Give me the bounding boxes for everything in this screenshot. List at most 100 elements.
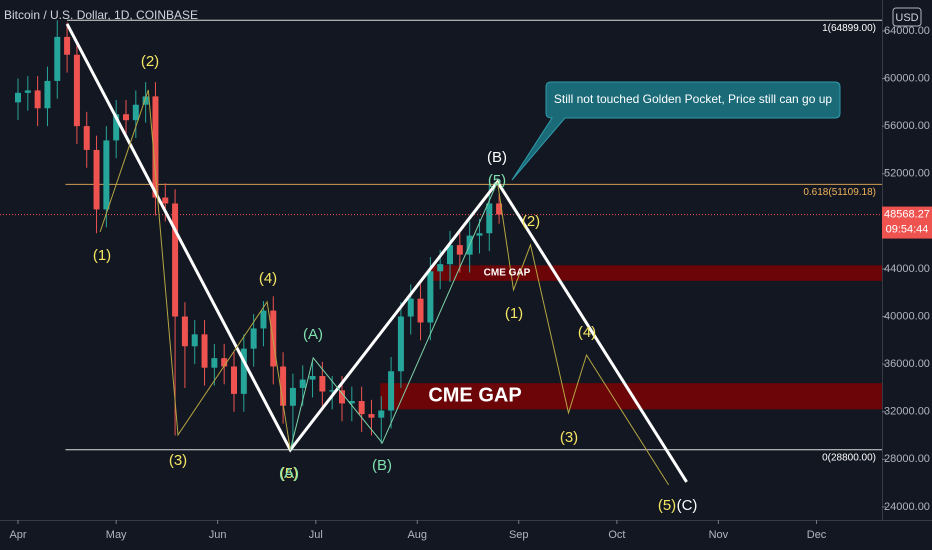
candle-body	[142, 96, 149, 105]
candle-body	[83, 126, 90, 150]
candle-body	[15, 92, 21, 103]
fib-label: 1(64899.00)	[822, 23, 876, 34]
y-tick-label: 64000.00	[884, 25, 930, 37]
wave-label: (A)	[279, 465, 299, 482]
candle-body	[93, 149, 100, 210]
currency-box[interactable]	[892, 7, 922, 27]
wave-label: (4)	[259, 270, 277, 287]
candle-body	[201, 334, 208, 368]
wave-label: (2)	[522, 213, 540, 230]
x-tick-label: Aug	[407, 529, 427, 541]
candle-body	[250, 328, 257, 349]
y-tick-label: 36000.00	[884, 358, 930, 370]
candle-body	[496, 203, 503, 215]
x-tick-label: May	[106, 529, 127, 541]
x-tick-label: Dec	[807, 529, 827, 541]
wave-label: (C)	[677, 497, 698, 514]
candle-body	[289, 387, 296, 406]
callout-text: Still not touched Golden Pocket, Price s…	[554, 92, 832, 106]
candle-body	[486, 203, 493, 234]
candle-body	[427, 271, 434, 323]
candle-body	[231, 366, 237, 394]
wave-label: (5)	[658, 497, 676, 514]
candle-body	[329, 390, 336, 392]
candle-body	[299, 379, 306, 388]
wave-label: (1)	[93, 247, 111, 264]
candle-body	[103, 140, 110, 210]
wave-line	[99, 89, 291, 450]
candle-body	[191, 334, 198, 347]
wave-line	[65, 23, 688, 483]
candle-body	[211, 358, 218, 368]
wave-label: (B)	[372, 457, 392, 474]
last-price-label: 48568.27	[884, 208, 930, 220]
countdown: 09:54:44	[886, 223, 929, 235]
candle-body	[417, 298, 424, 323]
candle-body	[378, 410, 385, 418]
wave-label: (5)	[280, 465, 298, 482]
candle-body	[240, 348, 247, 394]
wave-line	[289, 181, 498, 451]
candle-body	[221, 358, 228, 367]
x-tick-label: Oct	[608, 529, 625, 541]
candle-body	[280, 366, 287, 406]
wave-label: (1)	[505, 305, 523, 322]
y-tick-label: 44000.00	[884, 263, 930, 275]
x-tick-label: Nov	[709, 529, 729, 541]
wave-line	[497, 181, 670, 486]
x-tick-label: Sep	[509, 529, 529, 541]
wave-label: (B)	[487, 149, 507, 166]
candle-body	[339, 390, 345, 404]
candle-body	[368, 414, 375, 418]
x-tick-label: Jun	[209, 529, 227, 541]
cme-gap-label: CME GAP	[428, 384, 521, 406]
x-tick-label: Apr	[9, 529, 26, 541]
candle-body	[34, 90, 41, 109]
last-price-box	[882, 206, 932, 239]
y-tick-label: 28000.00	[884, 453, 930, 465]
candle-body	[437, 264, 444, 272]
wave-label: (3)	[560, 429, 578, 446]
candle-body	[162, 197, 169, 204]
candle-body	[407, 298, 414, 317]
candle-body	[397, 316, 404, 372]
candle-body	[132, 104, 139, 121]
candle-body	[152, 96, 159, 198]
candle-body	[319, 376, 326, 392]
candle-body	[309, 376, 316, 380]
candle-body	[181, 316, 188, 347]
candle-body	[24, 90, 31, 93]
candle-body	[73, 54, 80, 127]
callout-box	[511, 81, 841, 181]
candle-body	[113, 114, 120, 141]
wave-label: (A)	[303, 326, 323, 343]
fib-label: 0.618(51109.18)	[803, 187, 876, 198]
candle-body	[54, 36, 61, 81]
y-tick-label: 56000.00	[884, 120, 930, 132]
candle-body	[260, 310, 267, 329]
chart-title: Bitcoin / U.S. Dollar, 1D, COINBASE	[4, 8, 198, 22]
candle-body	[476, 233, 483, 236]
y-tick-label: 52000.00	[884, 168, 930, 180]
y-tick-label: 24000.00	[884, 501, 930, 513]
y-tick-label: 60000.00	[884, 72, 930, 84]
wave-label: (2)	[141, 53, 159, 70]
candle-body	[348, 401, 355, 404]
x-tick-label: Jul	[309, 529, 323, 541]
candle-body	[358, 401, 365, 415]
wave-label: (5)	[488, 172, 506, 189]
candle-body	[44, 80, 51, 109]
candle-body	[64, 36, 71, 55]
candle-body	[172, 203, 179, 317]
wave-label: (3)	[169, 452, 187, 469]
candle-body	[123, 114, 129, 121]
y-tick-label: 32000.00	[884, 406, 930, 418]
candle-body	[447, 245, 453, 265]
y-tick-label: 40000.00	[884, 310, 930, 322]
plot: 1(64899.00) 0.618(51109.18) 0(28800.00) CME…	[0, 19, 882, 514]
fib-label: 0(28800.00)	[822, 452, 876, 463]
currency: USD	[895, 12, 918, 24]
cme-gap-label: CME GAP	[484, 268, 531, 279]
